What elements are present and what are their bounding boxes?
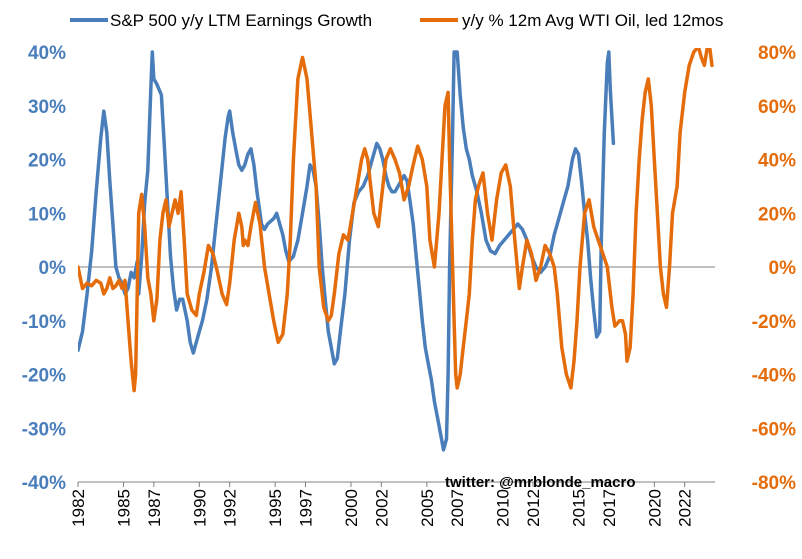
right-tick-label: 0%: [769, 258, 797, 279]
left-tick-label: -30%: [22, 419, 66, 440]
series-line-earnings: [78, 50, 616, 452]
legend-label-earnings: S&P 500 y/y LTM Earnings Growth: [110, 11, 372, 30]
x-tick-label: 2005: [418, 489, 437, 527]
right-tick-label: 60%: [758, 97, 796, 118]
left-tick-label: -10%: [22, 312, 66, 333]
x-tick-label: 2015: [570, 489, 589, 527]
right-tick-label: -60%: [752, 419, 796, 440]
x-tick-label: 2010: [494, 489, 513, 527]
x-tick-label: 2022: [676, 489, 695, 527]
x-tick-label: 1987: [145, 489, 164, 527]
left-axis-ticks: -40% -30% -20% -10% 0% 10% 20% 30% 40%: [22, 43, 66, 494]
left-tick-label: -20%: [22, 366, 66, 387]
x-tick-label: 1985: [115, 489, 134, 527]
x-tick-label: 1992: [221, 489, 240, 527]
x-tick-label: 1982: [69, 489, 88, 527]
x-tick-label: 2017: [600, 489, 619, 527]
right-tick-label: 40%: [758, 151, 796, 172]
x-axis: 1982 1985 1987 1990 1992 1995 1997 2000 2002 2005…: [69, 481, 715, 527]
right-axis-ticks: -80% -60% -40% -20% 0% 20% 40% 60% 80%: [752, 43, 796, 494]
x-tick-label: 1995: [266, 489, 285, 527]
credit-annotation: twitter: @mrblonde_macro: [445, 474, 636, 491]
left-tick-label: 30%: [28, 97, 66, 118]
right-tick-label: -80%: [752, 473, 796, 494]
x-tick-label: 1997: [297, 489, 316, 527]
legend: S&P 500 y/y LTM Earnings Growth y/y % 12…: [70, 11, 723, 30]
legend-label-oil: y/y % 12m Avg WTI Oil, led 12mos: [462, 11, 723, 30]
left-tick-label: -40%: [22, 473, 66, 494]
series-line-oil: [78, 48, 714, 393]
x-tick-label: 2002: [372, 489, 391, 527]
right-tick-label: -40%: [752, 366, 796, 387]
right-tick-label: -20%: [752, 312, 796, 333]
right-tick-label: 20%: [758, 204, 796, 225]
x-tick-label: 2000: [342, 489, 361, 527]
x-tick-label: 2012: [524, 489, 543, 527]
left-tick-label: 0%: [39, 258, 67, 279]
left-tick-label: 40%: [28, 43, 66, 64]
series-layer: [78, 48, 714, 452]
right-tick-label: 80%: [758, 43, 796, 64]
left-tick-label: 20%: [28, 151, 66, 172]
x-tick-label: 2007: [448, 489, 467, 527]
x-tick-label: 1990: [190, 489, 209, 527]
left-tick-label: 10%: [28, 204, 66, 225]
x-tick-label: 2020: [645, 489, 664, 527]
